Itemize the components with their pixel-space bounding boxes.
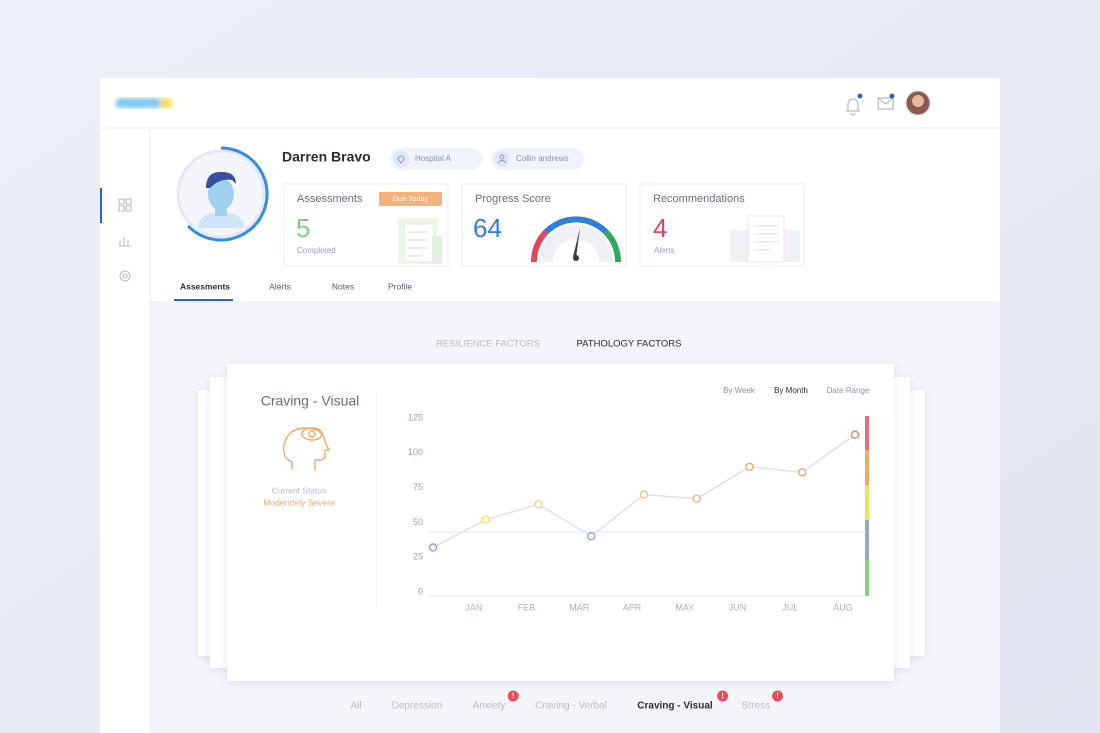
y-tick-label: 125 (408, 412, 423, 422)
x-tick-label: JUL (782, 602, 798, 612)
range-option[interactable]: By Week (723, 386, 756, 395)
point (692, 494, 701, 503)
location: Hospital A (415, 154, 452, 163)
alert-badge-text: ! (776, 692, 779, 701)
panel-title: Craving - Visual (261, 393, 360, 409)
filter-tab[interactable]: All (350, 701, 361, 712)
x-tick-label: MAY (675, 602, 694, 612)
alert-badge (772, 690, 784, 702)
gauge (530, 216, 622, 263)
tab[interactable]: Notes (332, 281, 354, 291)
user-avatar[interactable] (905, 90, 931, 116)
card-value: 4 (653, 213, 667, 243)
y-tick-label: 0 (418, 586, 423, 596)
card-caption: Completed (297, 246, 336, 255)
location-pill (390, 148, 482, 170)
reports-icon[interactable] (119, 237, 131, 247)
card-title: Progress Score (475, 193, 551, 205)
clinician-pill (491, 148, 584, 170)
status-label: Current Status (272, 485, 327, 495)
clinician: Collin andrews (516, 154, 568, 163)
filter-tab[interactable]: Anxiety (473, 701, 506, 712)
chart-card (227, 364, 894, 681)
filter-tab[interactable]: Craving - Verbal (535, 701, 607, 712)
due-badge-text: Due Today (393, 194, 429, 203)
tab-underline (174, 299, 233, 301)
factor-tab[interactable]: PATHOLOGY FACTORS (577, 339, 682, 350)
x-tick-label: JAN (465, 602, 482, 612)
status: Moderately Severe (263, 497, 335, 507)
filter-tab[interactable]: Craving - Visual (637, 701, 713, 712)
tab[interactable]: Profile (388, 281, 412, 291)
alert-badge-text: ! (512, 692, 515, 701)
point (481, 515, 490, 524)
x-tick-label: AUG (833, 602, 853, 612)
alert-badge (507, 690, 519, 702)
point (850, 430, 860, 439)
x-tick-label: MAR (569, 602, 590, 612)
alert-badge-text: ! (721, 692, 724, 701)
card-title: Assessments (297, 193, 363, 205)
filter-tab[interactable]: Stress (742, 701, 770, 712)
factor-tab[interactable]: RESILIENCE FACTORS (436, 339, 540, 350)
x-tick-label: JUN (729, 602, 747, 612)
x-tick-label: APR (623, 602, 642, 612)
settings-icon[interactable] (119, 270, 131, 282)
range-option[interactable]: By Month (774, 386, 808, 395)
patient-name: Darren Bravo (282, 149, 371, 165)
due-badge (379, 192, 442, 206)
y-tick-label: 100 (408, 447, 423, 457)
sidebar-active (100, 188, 102, 223)
point (639, 490, 649, 499)
card-value: 5 (296, 213, 310, 243)
tab[interactable]: Assesments (180, 281, 230, 291)
range-option[interactable]: Date Range (827, 386, 870, 395)
card-caption: Alerts (654, 246, 674, 255)
filter-tab[interactable]: Depression (392, 701, 443, 712)
severity-scale (865, 416, 869, 596)
point (798, 468, 807, 477)
card-value: 64 (473, 213, 502, 243)
point (587, 532, 596, 541)
logo (116, 98, 172, 108)
point (428, 543, 438, 552)
clipboard-illustration (398, 218, 442, 264)
alert-badge (717, 690, 729, 702)
report-illustration (730, 215, 800, 263)
y-tick-label: 50 (413, 517, 423, 527)
notifications-icon[interactable] (846, 93, 863, 116)
dashboard-icon[interactable] (118, 198, 132, 212)
point (534, 500, 543, 509)
head-icon (282, 427, 331, 470)
mail-icon[interactable] (877, 93, 895, 110)
tab[interactable]: Alerts (269, 281, 291, 291)
point (745, 462, 754, 471)
y-tick-label: 25 (413, 552, 423, 562)
x-tick-label: FEB (518, 602, 536, 612)
profile-avatar (176, 146, 269, 242)
y-tick-label: 75 (413, 482, 423, 492)
card-title: Recommendations (653, 193, 745, 205)
